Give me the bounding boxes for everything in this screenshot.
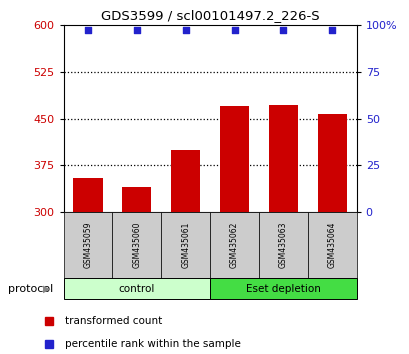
Text: GSM435060: GSM435060 xyxy=(132,222,141,268)
Bar xyxy=(258,212,307,278)
Text: protocol: protocol xyxy=(8,284,53,293)
Text: ▶: ▶ xyxy=(43,284,50,293)
Bar xyxy=(171,150,200,212)
Point xyxy=(328,28,335,33)
Bar xyxy=(122,187,151,212)
Point xyxy=(182,28,189,33)
Point xyxy=(231,28,237,33)
Point xyxy=(85,28,91,33)
Bar xyxy=(63,212,112,278)
Text: GSM435064: GSM435064 xyxy=(327,222,336,268)
Text: Eset depletion: Eset depletion xyxy=(245,284,320,293)
Bar xyxy=(317,114,346,212)
Bar xyxy=(112,212,161,278)
Text: GSM435062: GSM435062 xyxy=(229,222,238,268)
Text: GSM435063: GSM435063 xyxy=(278,222,287,268)
Point xyxy=(279,28,286,33)
Bar xyxy=(219,106,249,212)
Title: GDS3599 / scl00101497.2_226-S: GDS3599 / scl00101497.2_226-S xyxy=(101,9,319,22)
Bar xyxy=(161,212,210,278)
Bar xyxy=(209,212,258,278)
Text: percentile rank within the sample: percentile rank within the sample xyxy=(65,339,240,349)
Text: transformed count: transformed count xyxy=(65,316,162,326)
Text: GSM435061: GSM435061 xyxy=(181,222,190,268)
Bar xyxy=(73,178,102,212)
Point xyxy=(133,28,140,33)
Text: control: control xyxy=(118,284,155,293)
Bar xyxy=(209,278,356,299)
Bar xyxy=(63,278,209,299)
Text: GSM435059: GSM435059 xyxy=(83,222,92,268)
Bar xyxy=(268,105,297,212)
Bar xyxy=(307,212,356,278)
